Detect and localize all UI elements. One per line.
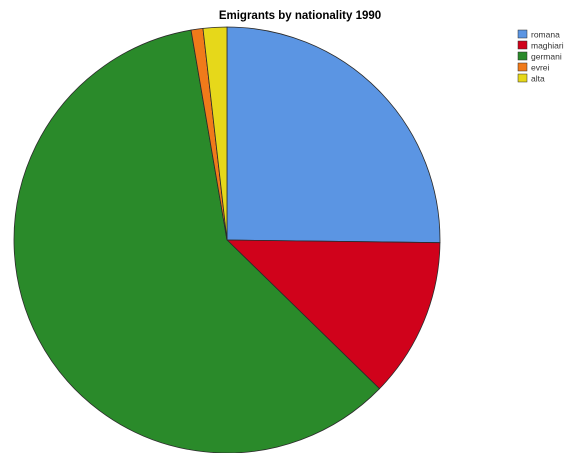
pie-slice-alta: [202, 26, 228, 241]
pie-slice-germani: [13, 29, 381, 453]
pie-slice-maghiari: [226, 239, 441, 390]
legend-label-romana: romana: [531, 30, 560, 40]
pie-slice-romana: [226, 26, 441, 244]
chart-title: Emigrants by nationality 1990: [219, 10, 381, 22]
legend-swatch-evrei: [517, 62, 528, 72]
legend-label-alta: alta: [531, 74, 545, 84]
pie-slices: [13, 26, 441, 453]
legend-label-maghiari: maghiari: [531, 41, 564, 51]
legend-label-evrei: evrei: [531, 63, 550, 73]
legend-swatch-maghiari: [517, 40, 528, 50]
legend-swatch-germani: [517, 51, 528, 61]
legend-swatch-romana: [517, 29, 528, 39]
legend-swatch-alta: [517, 73, 528, 83]
legend-label-germani: germani: [531, 52, 562, 62]
